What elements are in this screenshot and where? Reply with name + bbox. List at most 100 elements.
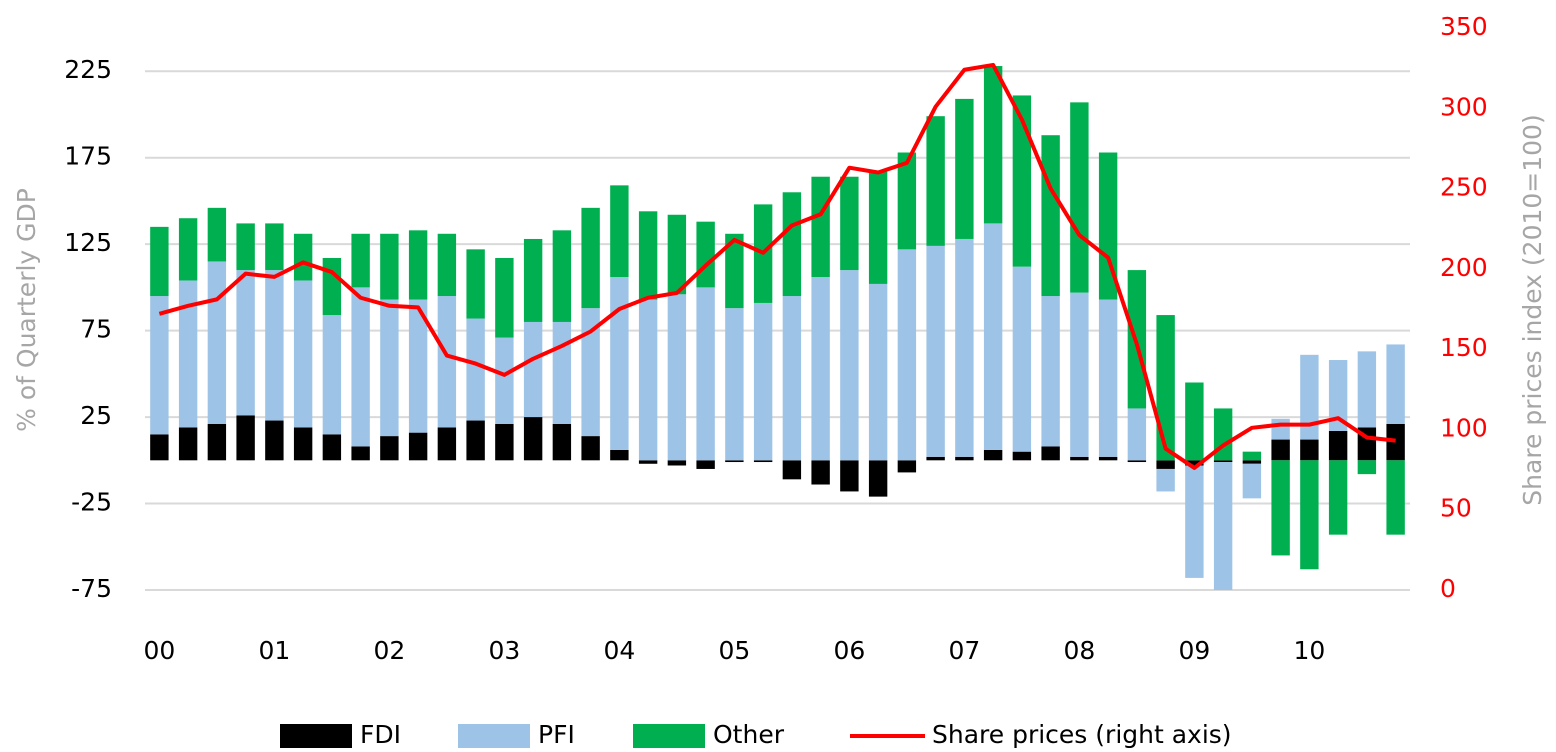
bar-segment bbox=[868, 171, 888, 284]
bar-segment bbox=[1127, 460, 1147, 463]
line-series bbox=[158, 62, 1396, 470]
bar-segment bbox=[150, 434, 169, 461]
bar-segment bbox=[236, 270, 255, 416]
bar-segment bbox=[696, 460, 715, 469]
bar-segment bbox=[265, 270, 284, 421]
bar-segment bbox=[523, 417, 543, 461]
bar-segment bbox=[293, 427, 313, 461]
bar-segment bbox=[495, 337, 514, 424]
bar-segment bbox=[638, 211, 658, 300]
bar-segment bbox=[1098, 152, 1118, 300]
bar-segment bbox=[840, 176, 859, 271]
bar-segment bbox=[236, 223, 255, 271]
bar-segment bbox=[466, 420, 485, 461]
bar-segment bbox=[1156, 468, 1175, 492]
bar-segment bbox=[322, 257, 342, 316]
bar-segment bbox=[408, 299, 428, 433]
bar-segment bbox=[610, 277, 629, 450]
y2-tick-label: 250 bbox=[1440, 173, 1488, 202]
y2-tick-label: 100 bbox=[1440, 413, 1488, 442]
y2-tick-label: 200 bbox=[1440, 253, 1488, 282]
bar-segment bbox=[236, 415, 255, 461]
bar-segment bbox=[897, 249, 917, 461]
bar-segment bbox=[840, 270, 859, 461]
bar-segment bbox=[1300, 439, 1319, 461]
bar-segment bbox=[1242, 463, 1262, 499]
bar-segment bbox=[437, 233, 457, 297]
bar-segment bbox=[1185, 465, 1204, 578]
bar-segment bbox=[1213, 460, 1233, 463]
bar-segment bbox=[552, 230, 572, 322]
bar-segment bbox=[1156, 315, 1175, 461]
x-tick-label: 05 bbox=[718, 636, 750, 665]
bar-segment bbox=[1098, 299, 1118, 457]
bar-segment bbox=[1012, 451, 1032, 461]
bar-segment bbox=[1070, 102, 1089, 293]
bar-segment bbox=[811, 176, 830, 278]
bar-segment bbox=[178, 280, 198, 428]
bar-segment bbox=[495, 423, 514, 461]
bar-segment bbox=[1271, 418, 1290, 440]
bar-segment bbox=[696, 221, 715, 288]
bar-segment bbox=[265, 223, 284, 271]
bar-segment bbox=[610, 449, 629, 461]
bar-segment bbox=[552, 321, 572, 424]
bar-segment bbox=[926, 456, 945, 461]
x-tick-label: 03 bbox=[488, 636, 520, 665]
bar-segment bbox=[351, 233, 370, 288]
bar-segment bbox=[495, 257, 514, 338]
bar-segment bbox=[696, 287, 715, 461]
bar-segment bbox=[293, 280, 313, 428]
bar-segment bbox=[782, 460, 802, 480]
y-tick-label: 175 bbox=[64, 142, 112, 171]
bar-segment bbox=[868, 460, 888, 497]
bar-segment bbox=[1300, 354, 1319, 440]
bar-segment bbox=[552, 423, 572, 461]
bar-segment bbox=[753, 302, 773, 461]
y-tick-label: 25 bbox=[80, 401, 112, 430]
bar-segment bbox=[1041, 135, 1060, 297]
bar-segment bbox=[1242, 451, 1262, 461]
bar-segment bbox=[437, 296, 457, 428]
y-tick-label: -75 bbox=[71, 574, 112, 603]
bar-segment bbox=[1012, 266, 1032, 452]
x-tick-label: 06 bbox=[833, 636, 865, 665]
x-tick-label: 10 bbox=[1293, 636, 1325, 665]
y2-tick-label: 350 bbox=[1440, 12, 1488, 41]
bar-segment bbox=[1213, 462, 1233, 590]
bar-segment bbox=[351, 287, 370, 447]
x-tick-label: 08 bbox=[1063, 636, 1095, 665]
bar-segment bbox=[667, 214, 687, 295]
bar-segment bbox=[782, 296, 802, 461]
bar-segment bbox=[466, 318, 485, 421]
bar-segment bbox=[1386, 344, 1405, 424]
bar-segment bbox=[408, 230, 428, 300]
bar-segment bbox=[523, 238, 543, 322]
bar-segment bbox=[1098, 456, 1118, 461]
bar-segment bbox=[1300, 460, 1319, 570]
bar-segment bbox=[725, 308, 744, 461]
x-tick-label: 07 bbox=[948, 636, 980, 665]
bar-segment bbox=[897, 460, 917, 473]
bar-segment bbox=[265, 420, 284, 461]
bar-segment bbox=[926, 245, 945, 457]
bar-segment bbox=[868, 283, 888, 461]
bar-segment bbox=[782, 192, 802, 297]
bar-segment bbox=[926, 116, 945, 246]
bar-segment bbox=[178, 218, 198, 281]
y2-tick-label: 300 bbox=[1440, 92, 1488, 121]
x-tick-label: 02 bbox=[373, 636, 405, 665]
bar-segment bbox=[610, 185, 629, 278]
y2-tick-label: 150 bbox=[1440, 333, 1488, 362]
bar-segment bbox=[983, 223, 1003, 450]
bar-segment bbox=[380, 299, 399, 437]
bar-segment bbox=[638, 460, 658, 464]
x-tick-label: 01 bbox=[258, 636, 290, 665]
legend-label: Other bbox=[713, 720, 785, 749]
bar-segment bbox=[207, 207, 227, 262]
legend-swatch bbox=[280, 724, 352, 748]
bar-segment bbox=[150, 296, 169, 435]
bar-segment bbox=[955, 238, 974, 457]
bar-segment bbox=[811, 277, 830, 461]
